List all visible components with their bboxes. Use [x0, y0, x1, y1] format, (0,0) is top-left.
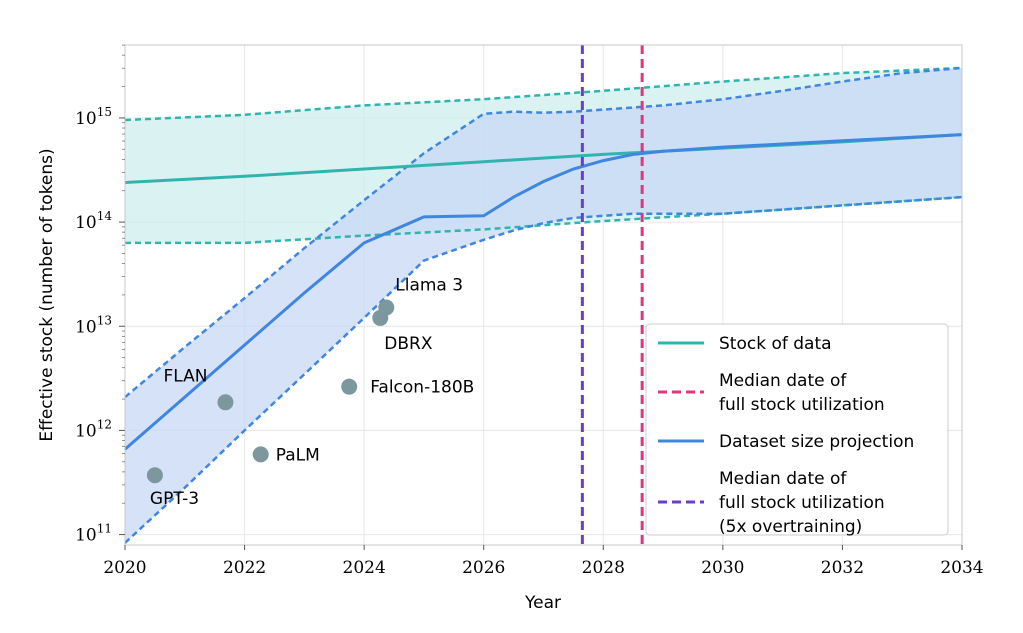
legend-label: full stock utilization — [719, 395, 885, 415]
model-point — [252, 446, 269, 463]
x-tick-label: 2024 — [343, 558, 386, 578]
model-point — [217, 394, 234, 411]
model-label: DBRX — [384, 334, 433, 354]
x-tick-label: 2034 — [940, 558, 983, 578]
y-tick-label: 1014 — [75, 209, 112, 233]
series-lines — [125, 45, 962, 545]
x-axis-title: Year — [524, 593, 561, 613]
y-tick-label: 1013 — [75, 313, 112, 337]
x-tick-label: 2022 — [223, 558, 266, 578]
model-points: GPT-3 FLAN PaLM Falcon-180B DBRX Llama 3 — [146, 276, 474, 509]
projection-upper-bound-line — [125, 66, 962, 399]
x-tick-label: 2032 — [821, 558, 864, 578]
legend: Stock of data Median date of full stock ut… — [645, 323, 949, 537]
model-label: PaLM — [276, 445, 320, 465]
y-tick-label: 1015 — [75, 105, 112, 129]
legend-label: full stock utilization — [719, 493, 885, 513]
legend-label: Dataset size projection — [719, 432, 914, 452]
y-axis-title: Effective stock (number of tokens) — [37, 148, 57, 441]
legend-box — [645, 323, 949, 536]
legend-label: (5x overtraining) — [719, 517, 862, 537]
axes: 2020 2022 2024 2026 2028 2030 2032 2034 1011 1012… — [75, 44, 984, 578]
y-tick-label: 1012 — [75, 417, 112, 441]
legend-label: Median date of — [719, 371, 847, 391]
model-point — [378, 299, 395, 316]
projection-median-line — [125, 133, 962, 451]
y-tick-label: 1011 — [75, 522, 112, 546]
x-tick-label: 2028 — [582, 558, 625, 578]
model-label: FLAN — [163, 366, 207, 386]
x-tick-label: 2020 — [103, 558, 146, 578]
model-label: Llama 3 — [395, 276, 463, 296]
x-tick-label: 2026 — [462, 558, 505, 578]
legend-label: Stock of data — [719, 334, 832, 354]
legend-label: Median date of — [719, 469, 847, 489]
x-tick-label: 2030 — [701, 558, 744, 578]
model-point — [341, 378, 358, 395]
model-point — [146, 467, 163, 484]
model-label: GPT-3 — [150, 489, 199, 509]
projection-lower-bound-line — [125, 195, 962, 544]
confidence-bands — [125, 67, 962, 543]
projection-band — [125, 67, 962, 543]
model-label: Falcon-180B — [370, 378, 474, 398]
